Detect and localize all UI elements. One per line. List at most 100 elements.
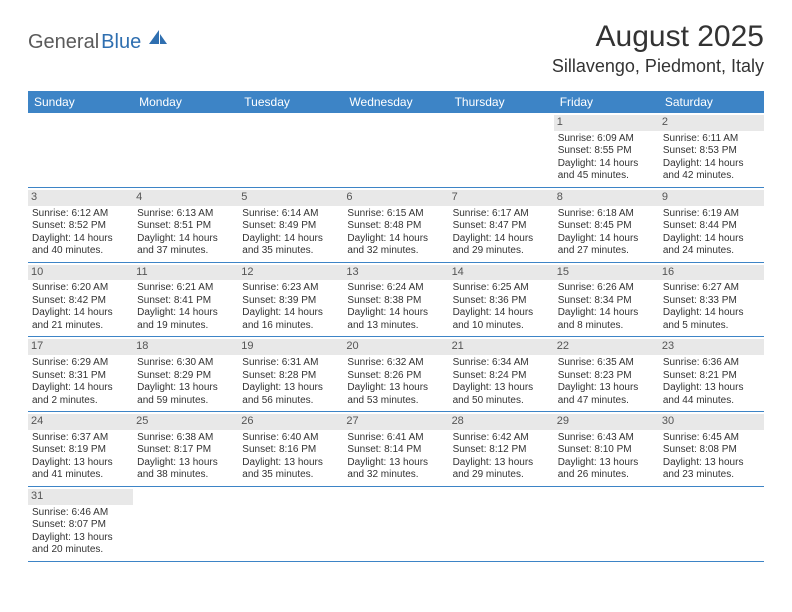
day-cell: 16Sunrise: 6:27 AMSunset: 8:33 PMDayligh… (659, 263, 764, 337)
day-number: 11 (133, 265, 238, 281)
sunset-text: Sunset: 8:51 PM (137, 220, 234, 233)
day-cell: 29Sunrise: 6:43 AMSunset: 8:10 PMDayligh… (554, 412, 659, 486)
day-cell: 28Sunrise: 6:42 AMSunset: 8:12 PMDayligh… (449, 412, 554, 486)
daylight-text: Daylight: 13 hours and 44 minutes. (663, 382, 760, 407)
day-number: 10 (28, 265, 133, 281)
sunrise-text: Sunrise: 6:41 AM (347, 432, 444, 445)
dow-cell: Friday (554, 91, 659, 113)
daylight-text: Daylight: 13 hours and 29 minutes. (453, 457, 550, 482)
day-cell: 20Sunrise: 6:32 AMSunset: 8:26 PMDayligh… (343, 337, 448, 411)
daylight-text: Daylight: 14 hours and 37 minutes. (137, 233, 234, 258)
sunrise-text: Sunrise: 6:11 AM (663, 133, 760, 146)
empty-cell (659, 487, 764, 561)
daylight-text: Daylight: 14 hours and 19 minutes. (137, 307, 234, 332)
day-number: 29 (554, 414, 659, 430)
day-number: 20 (343, 339, 448, 355)
sunrise-text: Sunrise: 6:46 AM (32, 507, 129, 520)
sunset-text: Sunset: 8:10 PM (558, 444, 655, 457)
day-number: 17 (28, 339, 133, 355)
day-number: 4 (133, 190, 238, 206)
sunrise-text: Sunrise: 6:21 AM (137, 282, 234, 295)
daylight-text: Daylight: 13 hours and 47 minutes. (558, 382, 655, 407)
day-number: 26 (238, 414, 343, 430)
sunset-text: Sunset: 8:29 PM (137, 370, 234, 383)
sunrise-text: Sunrise: 6:25 AM (453, 282, 550, 295)
empty-cell (238, 113, 343, 187)
daylight-text: Daylight: 14 hours and 32 minutes. (347, 233, 444, 258)
empty-cell (449, 487, 554, 561)
month-title: August 2025 (552, 20, 764, 54)
sunrise-text: Sunrise: 6:18 AM (558, 208, 655, 221)
day-cell: 17Sunrise: 6:29 AMSunset: 8:31 PMDayligh… (28, 337, 133, 411)
day-cell: 30Sunrise: 6:45 AMSunset: 8:08 PMDayligh… (659, 412, 764, 486)
sunset-text: Sunset: 8:12 PM (453, 444, 550, 457)
dow-cell: Monday (133, 91, 238, 113)
sunrise-text: Sunrise: 6:42 AM (453, 432, 550, 445)
day-cell: 14Sunrise: 6:25 AMSunset: 8:36 PMDayligh… (449, 263, 554, 337)
sunrise-text: Sunrise: 6:32 AM (347, 357, 444, 370)
sunrise-text: Sunrise: 6:38 AM (137, 432, 234, 445)
day-cell: 22Sunrise: 6:35 AMSunset: 8:23 PMDayligh… (554, 337, 659, 411)
sunrise-text: Sunrise: 6:13 AM (137, 208, 234, 221)
day-number: 9 (659, 190, 764, 206)
sunset-text: Sunset: 8:08 PM (663, 444, 760, 457)
sunrise-text: Sunrise: 6:45 AM (663, 432, 760, 445)
logo-text-dark: General (28, 31, 99, 54)
daylight-text: Daylight: 13 hours and 41 minutes. (32, 457, 129, 482)
day-of-week-header: SundayMondayTuesdayWednesdayThursdayFrid… (28, 91, 764, 113)
daylight-text: Daylight: 14 hours and 5 minutes. (663, 307, 760, 332)
day-number: 14 (449, 265, 554, 281)
week-row: 17Sunrise: 6:29 AMSunset: 8:31 PMDayligh… (28, 337, 764, 412)
sunset-text: Sunset: 8:28 PM (242, 370, 339, 383)
day-number: 8 (554, 190, 659, 206)
sunset-text: Sunset: 8:48 PM (347, 220, 444, 233)
sunrise-text: Sunrise: 6:20 AM (32, 282, 129, 295)
daylight-text: Daylight: 14 hours and 21 minutes. (32, 307, 129, 332)
day-number: 6 (343, 190, 448, 206)
sunrise-text: Sunrise: 6:36 AM (663, 357, 760, 370)
sunset-text: Sunset: 8:33 PM (663, 295, 760, 308)
day-number: 24 (28, 414, 133, 430)
day-cell: 6Sunrise: 6:15 AMSunset: 8:48 PMDaylight… (343, 188, 448, 262)
daylight-text: Daylight: 14 hours and 40 minutes. (32, 233, 129, 258)
sunrise-text: Sunrise: 6:29 AM (32, 357, 129, 370)
day-cell: 15Sunrise: 6:26 AMSunset: 8:34 PMDayligh… (554, 263, 659, 337)
sunset-text: Sunset: 8:36 PM (453, 295, 550, 308)
day-cell: 24Sunrise: 6:37 AMSunset: 8:19 PMDayligh… (28, 412, 133, 486)
sail-icon (147, 28, 169, 51)
daylight-text: Daylight: 14 hours and 24 minutes. (663, 233, 760, 258)
daylight-text: Daylight: 14 hours and 35 minutes. (242, 233, 339, 258)
dow-cell: Thursday (449, 91, 554, 113)
sunrise-text: Sunrise: 6:17 AM (453, 208, 550, 221)
sunrise-text: Sunrise: 6:09 AM (558, 133, 655, 146)
empty-cell (238, 487, 343, 561)
sunrise-text: Sunrise: 6:27 AM (663, 282, 760, 295)
day-number: 27 (343, 414, 448, 430)
sunrise-text: Sunrise: 6:26 AM (558, 282, 655, 295)
dow-cell: Sunday (28, 91, 133, 113)
day-cell: 3Sunrise: 6:12 AMSunset: 8:52 PMDaylight… (28, 188, 133, 262)
empty-cell (28, 113, 133, 187)
daylight-text: Daylight: 14 hours and 27 minutes. (558, 233, 655, 258)
day-cell: 23Sunrise: 6:36 AMSunset: 8:21 PMDayligh… (659, 337, 764, 411)
day-cell: 5Sunrise: 6:14 AMSunset: 8:49 PMDaylight… (238, 188, 343, 262)
sunset-text: Sunset: 8:19 PM (32, 444, 129, 457)
sunset-text: Sunset: 8:44 PM (663, 220, 760, 233)
sunrise-text: Sunrise: 6:24 AM (347, 282, 444, 295)
daylight-text: Daylight: 13 hours and 50 minutes. (453, 382, 550, 407)
daylight-text: Daylight: 14 hours and 29 minutes. (453, 233, 550, 258)
sunrise-text: Sunrise: 6:35 AM (558, 357, 655, 370)
empty-cell (343, 113, 448, 187)
day-number: 25 (133, 414, 238, 430)
sunset-text: Sunset: 8:55 PM (558, 145, 655, 158)
daylight-text: Daylight: 13 hours and 20 minutes. (32, 532, 129, 557)
daylight-text: Daylight: 13 hours and 23 minutes. (663, 457, 760, 482)
day-number: 3 (28, 190, 133, 206)
empty-cell (449, 113, 554, 187)
sunset-text: Sunset: 8:38 PM (347, 295, 444, 308)
daylight-text: Daylight: 13 hours and 59 minutes. (137, 382, 234, 407)
day-number: 5 (238, 190, 343, 206)
sunset-text: Sunset: 8:42 PM (32, 295, 129, 308)
day-cell: 8Sunrise: 6:18 AMSunset: 8:45 PMDaylight… (554, 188, 659, 262)
sunset-text: Sunset: 8:16 PM (242, 444, 339, 457)
